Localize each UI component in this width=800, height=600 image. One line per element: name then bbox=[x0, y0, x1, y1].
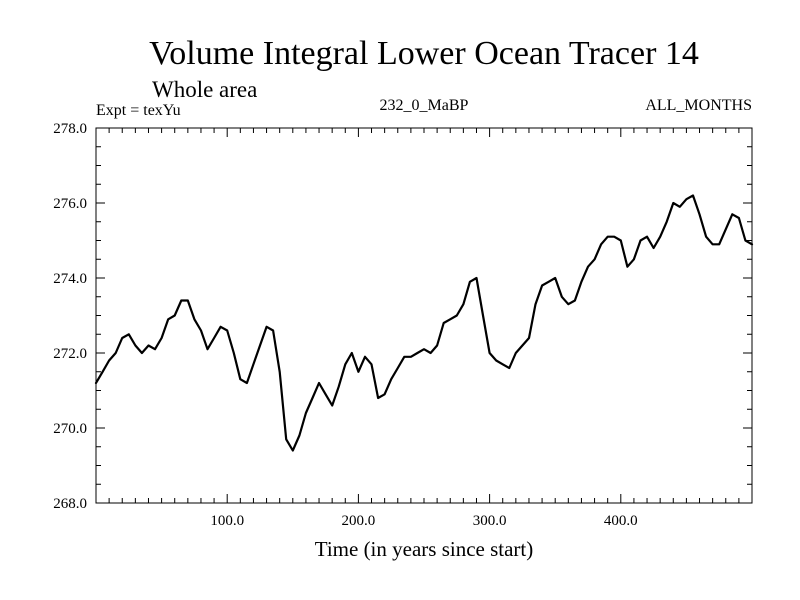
x-tick-label: 200.0 bbox=[342, 513, 376, 529]
y-tick-label: 276.0 bbox=[53, 196, 87, 212]
x-tick-labels: 100.0 200.0 300.0 400.0 bbox=[210, 513, 637, 529]
x-tick-label: 100.0 bbox=[210, 513, 244, 529]
x-axis-label: Time (in years since start) bbox=[315, 537, 534, 561]
y-tick-label: 268.0 bbox=[53, 496, 87, 512]
chart-subtitle: Whole area bbox=[152, 77, 257, 102]
y-tick-label: 274.0 bbox=[53, 271, 87, 287]
y-tick-label: 272.0 bbox=[53, 346, 87, 362]
y-tick-labels: 268.0 270.0 272.0 274.0 276.0 278.0 bbox=[53, 121, 87, 512]
experiment-label: Expt = texYu bbox=[96, 102, 181, 119]
series-line bbox=[94, 194, 754, 452]
plot-frame bbox=[95, 127, 753, 504]
y-tick-label: 278.0 bbox=[53, 121, 87, 137]
axis-ticks bbox=[96, 128, 752, 503]
period-label: 232_0_MaBP bbox=[380, 97, 469, 114]
months-label: ALL_MONTHS bbox=[645, 97, 752, 114]
x-tick-label: 400.0 bbox=[604, 513, 638, 529]
x-tick-label: 300.0 bbox=[473, 513, 507, 529]
y-tick-label: 270.0 bbox=[53, 421, 87, 437]
chart-title: Volume Integral Lower Ocean Tracer 14 bbox=[149, 35, 699, 72]
